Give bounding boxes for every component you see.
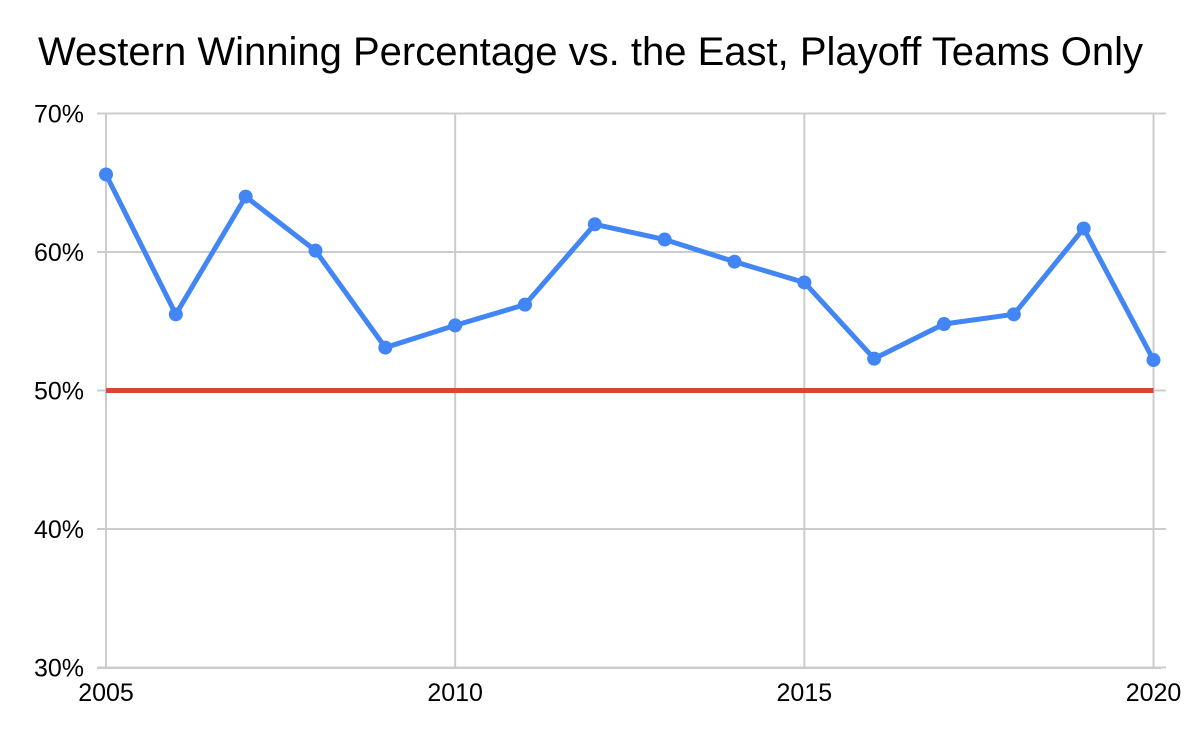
data-point [1146, 353, 1161, 368]
data-point [518, 297, 532, 312]
x-tick-label: 2005 [78, 679, 134, 707]
chart-title: Western Winning Percentage vs. the East,… [38, 30, 1143, 74]
data-point [587, 217, 602, 232]
data-point [1006, 307, 1021, 322]
data-point [937, 317, 951, 332]
x-tick-label: 2010 [427, 679, 483, 707]
y-tick-label: 40% [34, 516, 84, 544]
data-point [378, 340, 393, 355]
data-point [448, 318, 463, 333]
data-point [168, 307, 183, 322]
y-tick-label: 70% [34, 101, 84, 129]
data-point [727, 254, 742, 269]
data-point [238, 189, 253, 204]
y-tick-label: 50% [34, 378, 84, 406]
data-point [797, 275, 812, 290]
data-point [657, 232, 672, 247]
data-point [1076, 221, 1091, 236]
x-tick-label: 2015 [777, 679, 833, 707]
series-line [103, 171, 1156, 363]
x-tick-label: 2020 [1126, 679, 1182, 707]
data-point [308, 243, 323, 258]
y-tick-label: 30% [34, 655, 84, 683]
data-point [99, 167, 113, 182]
data-point [867, 351, 882, 366]
y-tick-label: 60% [34, 239, 84, 267]
